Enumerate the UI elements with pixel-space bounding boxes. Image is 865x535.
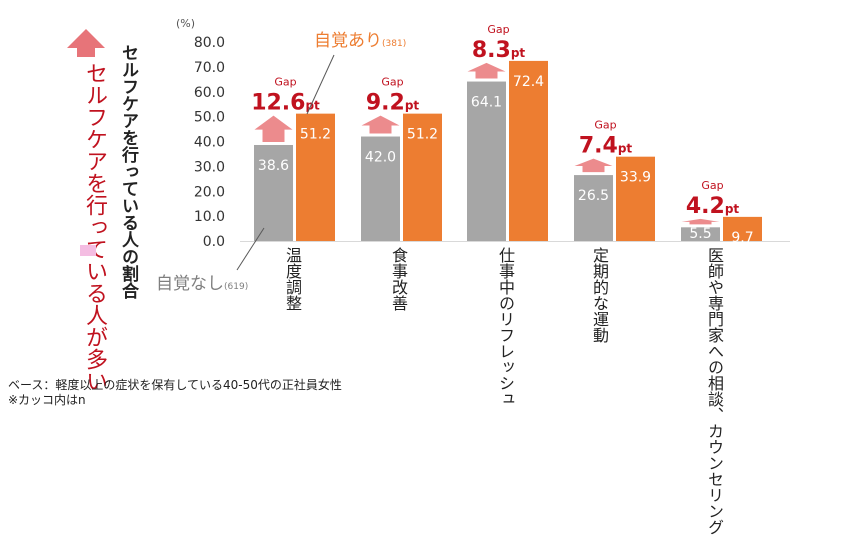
bar-jikaku-ari [509,60,548,241]
gap-up-arrow-icon [254,115,293,142]
bar-jikaku-nashi [681,227,720,241]
category-label: 食事改善 [389,247,408,311]
value-label: 5.5 [689,226,711,242]
y-tick-label: 20.0 [194,184,225,200]
value-label: 64.1 [471,95,502,111]
category-label: 定期的な運動 [590,247,609,343]
bar-jikaku-nashi [361,136,400,241]
value-label: 38.6 [258,158,289,174]
y-unit-label: (%) [176,17,195,30]
bar-jikaku-ari [616,156,655,241]
y-axis-title: セルフケアを行っている人の割合 [118,44,138,299]
category-label: 仕事中のリフレッシュ [496,247,515,407]
gap-label: Gap [274,76,296,89]
y-tick-label: 70.0 [194,60,225,76]
gap-up-arrow-icon [361,115,400,134]
gap-up-arrow-icon [467,62,506,79]
bar-jikaku-nashi [254,144,293,241]
value-label: 9.7 [731,230,753,246]
gap-value: 8.3pt [472,38,526,63]
value-label: 42.0 [365,150,396,166]
category-label: 医師や専門家への相談、カウンセリング [705,247,724,535]
y-tick-label: 10.0 [194,209,225,225]
gap-value: 4.2pt [686,194,740,219]
gap-label: Gap [701,179,723,192]
legend-jikaku-nashi: 自覚なし(619) [156,274,248,294]
chart-figure: 0.0 10.0 20.0 30.0 40.0 50.0 60.0 70.0 80.0 (%) 3… [8,17,790,535]
y-tick-label: 0.0 [203,234,225,250]
side-callout-text: セルフケアを行っている人が多い [82,62,107,392]
value-label: 72.4 [513,74,544,90]
gap-value: 7.4pt [579,134,633,159]
value-label: 51.2 [407,127,438,143]
gap-label: Gap [381,76,403,89]
leader-line [306,54,335,115]
gap-label: Gap [487,23,509,36]
y-tick-label: 40.0 [194,135,225,151]
footnote-n-note: ※カッコ内はn [8,393,86,407]
bar-chart: 0.0 10.0 20.0 30.0 40.0 50.0 60.0 70.0 80.0 (%) 3… [67,17,790,294]
gap-label: Gap [594,119,616,132]
y-tick-label: 50.0 [194,110,225,126]
gap-up-arrow-icon [681,218,720,225]
bar-jikaku-ari [296,113,335,241]
gap-value: 9.2pt [366,91,420,116]
bar-jikaku-nashi [574,175,613,241]
legend-jikaku-ari: 自覚あり(381) [314,31,406,51]
value-label: 51.2 [300,127,331,143]
bar-jikaku-ari [723,216,762,241]
footnote-base: ベース：軽度以上の症状を保有している40-50代の正社員女性 [8,378,342,392]
y-tick-label: 60.0 [194,85,225,101]
footnote: ベース：軽度以上の症状を保有している40-50代の正社員女性 ※カッコ内はn [8,378,342,408]
big-up-arrow-icon [67,29,105,57]
y-tick-label: 80.0 [194,35,225,51]
value-label: 33.9 [620,170,651,186]
bar-jikaku-ari [403,113,442,241]
value-label: 26.5 [578,188,609,204]
gap-up-arrow-icon [574,158,613,173]
gap-value: 12.6pt [251,91,320,116]
y-tick-label: 30.0 [194,159,225,175]
category-label: 温度調整 [283,247,302,311]
leader-line [236,227,265,271]
pink-swatch [80,245,96,256]
bar-jikaku-nashi [467,81,506,242]
